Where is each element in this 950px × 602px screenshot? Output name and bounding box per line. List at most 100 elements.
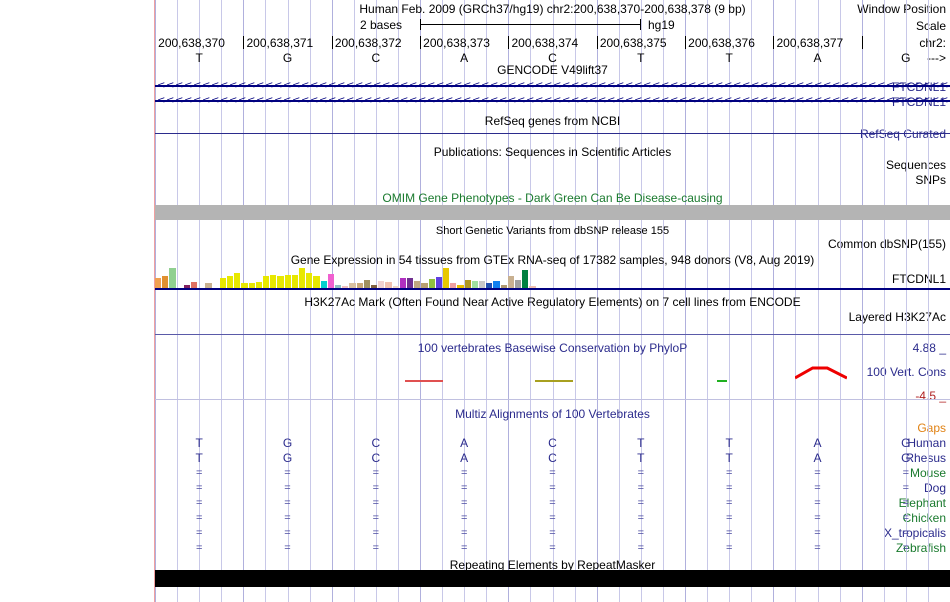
strand-arrow-icon: < [463,80,472,91]
label-gaps[interactable]: Gaps [917,421,946,435]
gtex-tissue-bar[interactable] [263,276,270,290]
gtex-tissue-bar[interactable] [313,276,320,290]
strand-arrow-icon: < [508,80,517,91]
strand-arrow-icon: < [373,80,382,91]
strand-arrow-icon: < [490,80,499,91]
gtex-tissue-bar[interactable] [399,278,406,290]
gtex-tissue-bar[interactable] [507,276,514,290]
species-label-rhesus[interactable]: Rhesus [905,451,946,465]
gtex-tissue-bar[interactable] [407,278,414,290]
species-label-chicken[interactable]: Chicken [902,511,946,525]
gtex-tissue-bar[interactable] [464,280,471,290]
gtex-tissue-bar[interactable] [169,268,176,290]
conservation-peak[interactable] [794,366,848,380]
gtex-tissue-bar[interactable] [443,268,450,290]
gtex-tissue-bar[interactable] [205,283,212,290]
gtex-tissue-bar[interactable] [270,275,277,290]
repeatmasker-bar[interactable] [155,570,950,587]
strand-arrow-icon: < [769,95,778,106]
conservation-mark[interactable] [405,380,443,382]
strand-arrow-icon: < [652,95,661,106]
gtex-tissue-bar[interactable] [421,283,428,290]
multiz-gap-mark: = [284,482,291,494]
multiz-gap-mark: = [372,482,380,494]
label-snps[interactable]: SNPs [915,173,946,187]
gtex-tissue-bar[interactable] [227,276,234,290]
gtex-tissue-bar[interactable] [255,282,262,290]
gtex-tissue-bar[interactable] [493,281,500,290]
species-label-x_tropicalis[interactable]: X_tropicalis [883,526,946,540]
track-data-area: Human Feb. 2009 (GRCh37/hg19) chr2:200,6… [154,0,950,602]
gene-row-gencode-1[interactable]: < < < < < < < < < < < < < < < < < < < < < < < < < < < < < < < < < < < < < < < <… [155,80,950,91]
gtex-tissue-bar[interactable] [515,280,522,290]
multiz-gap-mark: = [814,482,821,494]
label-common-dbsnp[interactable]: Common dbSNP(155) [827,237,946,251]
gtex-tissue-bar[interactable] [191,282,198,290]
species-label-dog[interactable]: Dog [923,481,946,495]
gtex-tissue-bar[interactable] [414,281,421,290]
gtex-tissue-bar[interactable] [234,273,241,290]
gtex-tissue-bar[interactable] [155,278,162,290]
gtex-tissue-bar[interactable] [219,278,226,290]
conservation-mark[interactable] [717,380,727,382]
species-label-zebrafish[interactable]: Zebrafish [895,541,946,555]
strand-arrow-icon: < [868,95,877,106]
gtex-tissue-bar[interactable] [500,285,507,290]
gene-row-gencode-2[interactable]: < < < < < < < < < < < < < < < < < < < < < < < < < < < < < < < < < < < < < < < <… [155,95,950,106]
gtex-tissue-bar[interactable] [277,276,284,290]
label-gencode-1[interactable]: FTCDNL1 [891,80,946,94]
gtex-tissue-bar[interactable] [371,285,378,290]
gtex-tissue-bar[interactable] [284,275,291,290]
gtex-tissue-bar[interactable] [335,285,342,290]
gtex-tissue-bar[interactable] [306,273,313,290]
strand-arrow-icon: < [643,80,652,91]
gtex-tissue-bar[interactable] [183,285,190,290]
strand-arrow-icon: < [355,80,364,91]
gtex-tissue-bar[interactable] [356,283,363,290]
label-gtex-gene[interactable]: FTCDNL1 [891,272,946,286]
label-layered-h3k27ac[interactable]: Layered H3K27Ac [848,310,946,324]
gtex-tissue-bar[interactable] [349,283,356,290]
strand-arrow-icon: < [823,95,832,106]
gtex-tissue-bar[interactable] [457,285,464,290]
species-label-elephant[interactable]: Elephant [898,496,946,510]
gtex-tissue-bar[interactable] [320,281,327,290]
gtex-expression-barchart[interactable] [155,264,544,290]
strand-arrow-icon: < [508,95,517,106]
gtex-tissue-bar[interactable] [299,268,306,290]
gtex-tissue-bar[interactable] [241,283,248,290]
species-label-mouse[interactable]: Mouse [909,466,946,480]
omim-gene-bar[interactable] [155,205,950,220]
gtex-tissue-bar[interactable] [248,283,255,290]
gtex-tissue-bar[interactable] [486,283,493,290]
label-refseq-curated[interactable]: RefSeq Curated [859,127,946,141]
refseq-line [155,133,950,134]
gtex-tissue-bar[interactable] [479,281,486,290]
gtex-tissue-bar[interactable] [471,281,478,290]
gtex-tissue-bar[interactable] [435,277,442,290]
gtex-tissue-bar[interactable] [363,280,370,290]
strand-arrow-icon: < [589,95,598,106]
strand-arrow-icon: < [562,95,571,106]
gtex-tissue-bar[interactable] [291,275,298,290]
gtex-tissue-bar[interactable] [327,274,334,290]
strand-arrow-icon: < [364,95,373,106]
gtex-tissue-bar[interactable] [162,276,169,290]
strand-arrow-icon: < [670,95,679,106]
gtex-tissue-bar[interactable] [522,270,529,290]
strand-arrow-icon: < [454,80,463,91]
gtex-tissue-bar[interactable] [385,282,392,290]
species-label-human[interactable]: Human [907,436,946,450]
strand-arrow-icon: < [283,80,292,91]
conservation-mark[interactable] [535,380,573,382]
gtex-tissue-bar[interactable] [450,283,457,290]
strand-arrow-icon: < [517,95,526,106]
ruler-tick [243,36,244,49]
gtex-tissue-bar[interactable] [428,279,435,290]
label-gencode-2[interactable]: FTCDNL1 [891,95,946,109]
label-sequences[interactable]: Sequences [885,158,946,172]
multiz-center-title: Multiz Alignments of 100 Vertebrates [455,407,650,421]
gtex-tissue-bar[interactable] [378,281,385,290]
multiz-gap-mark: = [460,482,468,494]
strand-arrow-icon: < [859,95,868,106]
